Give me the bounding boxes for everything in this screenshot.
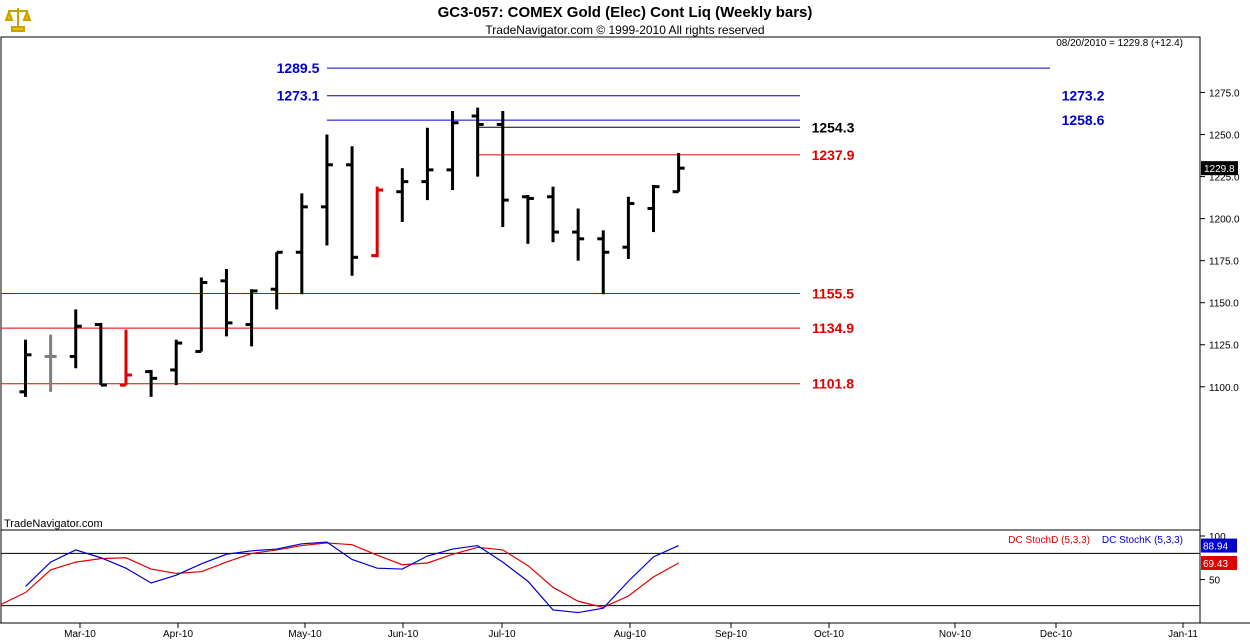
level-label-right: 1254.3 [812, 119, 855, 135]
ohlc-bar [220, 269, 233, 337]
last-price-label: 1229.8 [1204, 164, 1235, 175]
ohlc-bar [94, 322, 107, 387]
ohlc-bar [19, 339, 32, 397]
level-label-left: 1273.1 [277, 88, 320, 104]
ohlc-bar [170, 339, 183, 386]
ohlc-bar [572, 208, 585, 261]
time-axis-label: Sep-10 [715, 629, 748, 640]
time-axis-label: Jul-10 [488, 629, 516, 640]
ohlc-bar [647, 184, 660, 233]
last-quote-text: 08/20/2010 = 1229.8 (+12.4) [1056, 38, 1183, 49]
time-axis-label: Apr-10 [163, 629, 193, 640]
ohlc-bar [597, 230, 610, 295]
level-label-right: 1258.6 [1062, 112, 1105, 128]
price-bars [19, 107, 685, 397]
level-label-left: 1289.5 [277, 60, 320, 76]
ohlc-bar [69, 309, 82, 369]
ohlc-bar [396, 168, 409, 222]
price-axis-label: 1200.0 [1209, 215, 1240, 226]
time-axis-label: Jun-10 [388, 629, 419, 640]
level-lines: 1289.5 1273.1 1273.2 1258.6 1254.3 1237.9 1155… [1, 60, 1105, 392]
ohlc-bar [471, 107, 484, 177]
price-axis-label: 1100.0 [1209, 383, 1239, 394]
chart-title: GC3-057: COMEX Gold (Elec) Cont Liq (Wee… [438, 4, 813, 21]
stoch-axis-label: 50 [1209, 576, 1221, 587]
level-label-right: 1101.8 [812, 376, 854, 392]
stoch-axis-label: 100 [1209, 532, 1226, 543]
price-panel-frame [0, 36, 1201, 531]
time-axis-label: Aug-10 [614, 629, 647, 640]
stoch-k-legend: DC StochK (5,3,3) [1102, 535, 1183, 546]
watermark-text: TradeNavigator.com [4, 518, 103, 530]
stoch-value-label: 88.94 [1203, 542, 1228, 553]
ohlc-bar [547, 186, 560, 243]
ohlc-bar [119, 329, 132, 387]
price-axis-label: 1275.0 [1209, 89, 1240, 100]
ohlc-bar [622, 196, 635, 259]
stochastic-panel: 100 50 69.43 88.94 [0, 532, 1237, 614]
ohlc-bar [496, 110, 509, 228]
price-axis-label: 1250.0 [1209, 131, 1240, 142]
ohlc-bar [320, 134, 333, 246]
ohlc-bar [446, 110, 459, 191]
time-axis-label: May-10 [288, 629, 322, 640]
time-axis-label: Oct-10 [814, 629, 844, 640]
price-axis: 1275.0 1250.0 1225.0 1200.0 1175.0 1150.0 1125… [1200, 89, 1240, 394]
time-axis-label: Dec-10 [1040, 629, 1073, 640]
stoch-series-line [0, 542, 679, 608]
ohlc-bar [44, 334, 57, 392]
stoch-d-legend: DC StochD (5,3,3) [1008, 535, 1090, 546]
logo [4, 8, 32, 32]
price-axis-label: 1150.0 [1209, 299, 1239, 310]
level-label-right: 1273.2 [1062, 88, 1105, 104]
ohlc-bar [145, 369, 158, 397]
stoch-series-line [25, 541, 679, 614]
ohlc-bar [371, 186, 384, 258]
stoch-value-label: 69.43 [1203, 559, 1228, 570]
ohlc-bar [672, 153, 685, 194]
price-axis-label: 1125.0 [1209, 341, 1239, 352]
stoch-value-tag [1201, 538, 1237, 553]
ohlc-bar [346, 146, 359, 276]
time-axis: Mar-10 Apr-10 May-10 Jun-10 Jul-10 Aug-10 Sep-… [64, 623, 1198, 640]
last-price-tag [1201, 161, 1238, 176]
level-label-right: 1134.9 [812, 320, 854, 336]
time-axis-label: Mar-10 [64, 629, 96, 640]
copyright-text: TradeNavigator.com © 1999-2010 All right… [485, 23, 764, 37]
stoch-value-tag [1201, 555, 1237, 570]
ohlc-bar [295, 193, 308, 295]
price-axis-label: 1225.0 [1209, 173, 1240, 184]
level-label-right: 1155.5 [812, 285, 854, 301]
ohlc-bar [245, 289, 258, 347]
balance-scale-icon [4, 8, 32, 32]
ohlc-bar [195, 277, 208, 353]
time-axis-label: Jan-11 [1168, 629, 1198, 640]
ohlc-bar [521, 195, 534, 244]
ohlc-bar [421, 127, 434, 201]
ohlc-bar [270, 250, 283, 310]
time-axis-label: Nov-10 [939, 629, 972, 640]
price-axis-label: 1175.0 [1209, 257, 1239, 268]
level-label-right: 1237.9 [812, 147, 855, 163]
